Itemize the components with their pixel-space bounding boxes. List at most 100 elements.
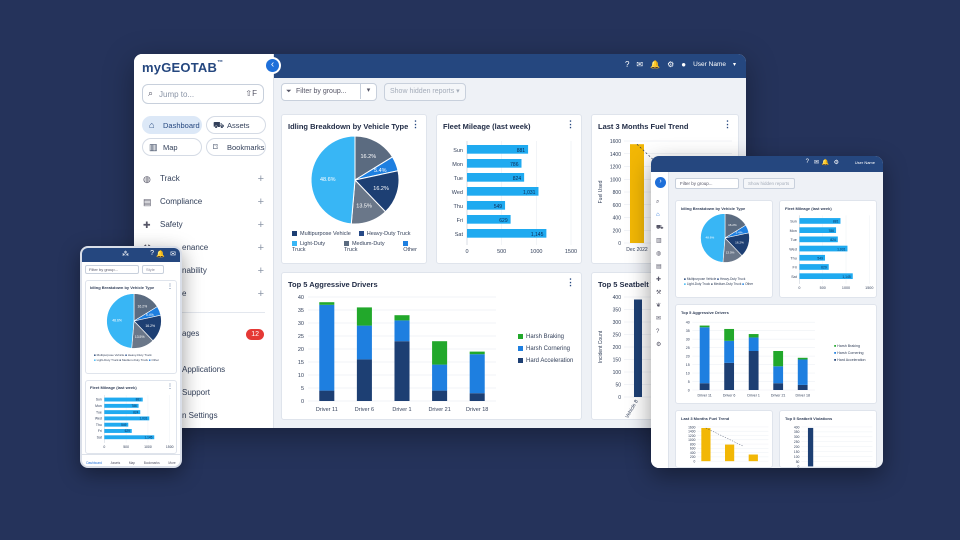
more-options-icon[interactable]: ⋮ [167,384,173,390]
quick-link-assets[interactable]: ⛟ Assets [206,116,266,134]
stacked-bar-segment [319,304,335,391]
network-icon[interactable]: ⁂ [122,251,129,258]
more-options-icon[interactable]: ⋮ [566,277,575,287]
pie-slice [700,213,726,263]
expand-icon[interactable]: + [257,288,264,300]
y-tick-label: 0 [618,395,621,401]
tablet-group-filter[interactable]: Filter by group... [675,178,739,189]
tab-bookmarks[interactable]: Bookmarks [143,461,160,465]
expand-icon[interactable]: + [257,219,264,231]
y-tick-label: 800 [613,190,622,196]
mileage-bar [799,227,837,233]
legend-item: Medium-Duty Truck [343,241,385,253]
jump-search-input[interactable]: ⌕ Jump to... ⇧F [142,84,264,104]
expand-icon[interactable]: + [257,173,264,185]
y-tick-label: 200 [794,445,800,449]
nav-settings[interactable]: n Settings [182,411,218,420]
tab-more[interactable]: More [168,461,176,465]
user-name[interactable]: User Name [693,61,726,68]
mileage-bar [799,273,853,280]
tablet-idling-legend: ■ Multipurpose Vehicle ■ Heavy-Duty Truc… [684,277,754,286]
x-tick-label: 0 [465,249,468,255]
mail-icon[interactable]: ✉ [636,60,644,69]
bar-value-label: 549 [817,257,823,261]
show-hidden-reports-dropdown[interactable]: Show hidden reports ▾ [384,83,466,101]
more-options-icon[interactable]: ⋮ [566,119,575,129]
user-avatar-icon[interactable]: ● [681,60,687,69]
bell-icon[interactable]: 🔔 [821,160,829,166]
stacked-bar-segment [432,341,448,365]
group-filter-dropdown[interactable]: ⏷ Filter by group... ▾ [281,83,377,101]
gear-icon[interactable]: ⚙ [656,342,662,348]
bell-icon[interactable]: 🔔 [156,251,165,258]
nav-safety[interactable]: ✚ Safety + [143,219,264,231]
phone-mileage-bars: 0 500 1000 1500 Sun 881 Mon 786 Tue 824 Wed 1,031 Th… [95,395,174,449]
gear-icon[interactable]: ⚙ [667,60,675,69]
globe-icon[interactable]: ◍ [656,251,662,257]
driver-label: Driver 6 [355,407,374,413]
y-tick-label: 1200 [610,165,621,171]
mail-icon[interactable]: ✉ [813,160,819,166]
tablet-hidden-reports[interactable]: Show hidden reports [743,178,795,189]
chevron-down-icon[interactable]: ▾ [732,62,736,68]
stacked-bar-segment [394,315,410,321]
y-tick-label: 20 [686,354,690,358]
driver-label: Driver 21 [428,407,450,413]
user-name[interactable]: User Name [854,160,875,165]
phone-group-filter[interactable]: Filter by group... [85,265,139,274]
tab-map[interactable]: Map [128,461,136,465]
truck-icon[interactable]: ⛟ [656,225,664,231]
day-label: Sat [791,275,797,279]
collapse-sidebar-button[interactable]: ‹ [264,57,281,74]
nav-applications[interactable]: Applications [182,365,226,374]
help-icon[interactable]: ? [150,250,154,257]
bandage-icon[interactable]: ✚ [656,277,662,283]
expand-sidebar-button[interactable]: › [655,177,666,188]
leaf-icon[interactable]: ❦ [656,303,662,309]
help-icon[interactable]: ? [624,60,630,69]
bell-icon[interactable]: 🔔 [650,60,661,69]
day-label: Wed [789,247,797,251]
app-logo[interactable]: myGEOTAB™ [142,60,224,75]
x-tick-label: 500 [820,286,826,290]
day-label: Thu [790,257,796,261]
wrench-icon[interactable]: ⚒ [656,290,662,296]
more-options-icon[interactable]: ⋮ [411,119,420,129]
bar-value-label: 1,145 [145,435,153,439]
chevron-down-icon[interactable]: ▾ [360,83,376,99]
day-label: Sun [96,398,102,402]
stacked-bar-segment [469,354,485,394]
tablet-aggressive-bars: 40 35 30 25 20 15 10 5 0 Driver 11 Driver 6 Driver … [686,320,815,398]
gear-icon[interactable]: ⚙ [833,160,839,166]
tab-assets[interactable]: Assets [110,461,121,465]
x-tick-label: Dec 2022 [626,247,648,253]
search-icon[interactable]: ⌕ [656,199,660,205]
x-tick-label: 0 [798,286,800,290]
quick-link-bookmarks[interactable]: ⌑ Bookmarks [206,138,266,156]
day-label: Mon [790,229,797,233]
phone-style-dropdown[interactable]: Style [142,265,164,274]
home-icon[interactable]: ⌂ [656,212,660,218]
expand-icon[interactable]: + [257,242,264,254]
tab-dashboard[interactable]: Dashboard [86,461,102,465]
pie-slice-label: 5.4% [736,230,743,234]
help-icon[interactable]: ? [805,159,809,165]
nav-messages[interactable]: ages 12 [140,326,268,342]
more-options-icon[interactable]: ⋮ [167,284,173,290]
nav-compliance[interactable]: ▤ Compliance + [143,196,264,208]
mail-icon[interactable]: ✉ [170,251,176,258]
message-icon[interactable]: ✉ [656,316,662,322]
nav-support[interactable]: Support [182,388,211,397]
quick-link-dashboard[interactable]: ⌂ Dashboard [142,116,202,134]
help-icon[interactable]: ? [656,329,660,335]
nav-track[interactable]: ◍ Track + [143,173,264,185]
expand-icon[interactable]: + [257,265,264,277]
more-options-icon[interactable]: ⋮ [723,119,732,129]
expand-icon[interactable]: + [257,196,264,208]
y-tick-label: 400 [613,295,622,301]
clipboard-icon[interactable]: ▤ [656,264,662,270]
map-icon[interactable]: ▥ [656,238,662,244]
quick-link-map[interactable]: ▥ Map [142,138,202,156]
aggressive-legend: Harsh Braking Harsh Cornering Hard Accel… [518,331,573,367]
pie-slice-label: 48.6% [706,235,715,239]
